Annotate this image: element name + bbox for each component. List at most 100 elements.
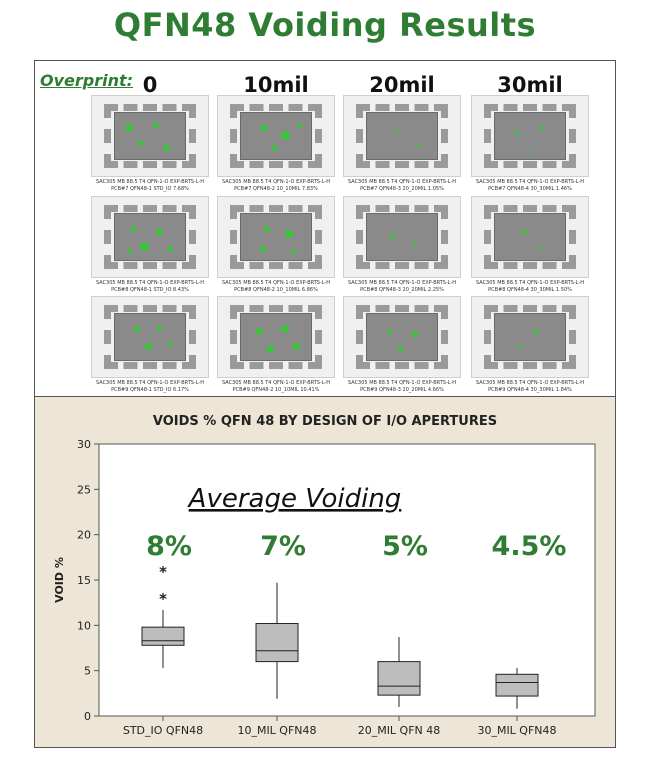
iqr-box — [377, 661, 421, 696]
xray-thumbnail — [91, 296, 209, 378]
x-tick-label: STD_IO QFN48 — [123, 724, 203, 737]
caption-line-2: PCB#7 QFN48-3 20_20MIL 1.05% — [360, 186, 444, 192]
thumbnail-caption: SAC305 MB 88.5 T4 QFN-1-O EXP-BRTS-L-H PC… — [87, 179, 213, 193]
thermal-pad — [240, 112, 312, 160]
void-blob — [263, 225, 271, 233]
y-tick-label: 30 — [77, 438, 91, 451]
void-blob — [134, 326, 141, 332]
void-blob — [271, 145, 277, 151]
iqr-box — [255, 623, 299, 663]
caption-line-2: PCB#7 QFN48-1 STD_IO 7.68% — [111, 186, 189, 192]
void-blob — [255, 327, 264, 336]
iqr-box — [141, 626, 185, 646]
void-blob — [130, 226, 137, 232]
caption-line-2: PCB#9 QFN48-3 20_20MIL 4.66% — [360, 387, 444, 393]
void-blob — [285, 230, 293, 238]
thumbnail-caption: SAC305 MB 88.5 T4 QFN-1-O EXP-BRTS-L-H PC… — [87, 380, 213, 394]
y-tick-label: 5 — [84, 665, 91, 678]
void-blob — [293, 343, 300, 350]
average-voiding-value: 5% — [382, 531, 428, 562]
xray-thumbnail — [471, 296, 589, 378]
qfn-pins — [356, 305, 448, 369]
void-blob — [390, 234, 396, 239]
thumbnail-caption: SAC305 MB 88.5 T4 QFN-1-O EXP-BRTS-L-H PC… — [339, 280, 465, 294]
qfn-pins — [104, 104, 196, 168]
average-voiding-heading: Average Voiding — [187, 484, 402, 514]
void-blob — [519, 344, 523, 349]
void-blob — [541, 126, 545, 130]
caption-line-2: PCB#9 QFN48-4 30_30MIL 1.84% — [488, 387, 572, 393]
chart-panel: VOIDS % QFN 48 BY DESIGN OF I/O APERTURE… — [34, 396, 616, 748]
thermal-pad — [240, 213, 312, 261]
x-tick-label: 30_MIL QFN48 — [477, 724, 556, 737]
y-tick-label: 25 — [77, 483, 91, 496]
caption-line-1: SAC305 MB 88.5 T4 QFN-1-O EXP-BRTS-L-H — [221, 380, 331, 386]
caption-line-1: SAC305 MB 88.5 T4 QFN-1-O EXP-BRTS-L-H — [221, 179, 331, 185]
thermal-pad — [494, 112, 566, 160]
xray-thumbnail — [471, 196, 589, 278]
caption-line-2: PCB#9 QFN48-2 10_10MIL 10.41% — [232, 387, 320, 393]
void-blob — [537, 244, 542, 249]
thumbnail-caption: SAC305 MB 88.5 T4 QFN-1-O EXP-BRTS-L-H PC… — [339, 380, 465, 394]
void-blob — [144, 343, 152, 350]
xray-thumbnail — [91, 95, 209, 177]
x-tick-label: 10_MIL QFN48 — [237, 724, 316, 737]
caption-line-1: SAC305 MB 88.5 T4 QFN-1-O EXP-BRTS-L-H — [95, 380, 205, 386]
overprint-label: Overprint: — [40, 71, 134, 90]
qfn-pins — [484, 305, 576, 369]
thermal-pad — [114, 313, 186, 361]
outlier-marker: * — [159, 590, 167, 608]
xray-thumbnail — [217, 196, 335, 278]
void-blob — [280, 131, 290, 140]
void-blob — [290, 249, 296, 254]
caption-line-1: SAC305 MB 88.5 T4 QFN-1-O EXP-BRTS-L-H — [95, 280, 205, 286]
thermal-pad — [114, 112, 186, 160]
boxplot-chart: VOIDS % QFN 48 BY DESIGN OF I/O APERTURE… — [53, 414, 596, 737]
column-header-10mil: 10mil — [243, 73, 309, 97]
y-tick-label: 0 — [84, 710, 91, 723]
thermal-pad — [366, 213, 438, 261]
caption-line-2: PCB#8 QFN48-4 30_30MIL 1.50% — [488, 287, 572, 293]
average-voiding-value: 7% — [260, 531, 306, 562]
void-blob — [281, 324, 290, 334]
thermal-pad — [240, 313, 312, 361]
void-blob — [138, 140, 144, 146]
thumbnail-caption: SAC305 MB 88.5 T4 QFN-1-O EXP-BRTS-L-H PC… — [467, 179, 593, 193]
xray-image-panel: Overprint: 0 10mil 20mil 30mil SAC305 MB… — [34, 60, 616, 396]
caption-line-1: SAC305 MB 88.5 T4 QFN-1-O EXP-BRTS-L-H — [347, 380, 457, 386]
y-axis-label: VOID % — [53, 557, 66, 603]
qfn-pins — [356, 205, 448, 269]
qfn-pins — [484, 104, 576, 168]
xray-thumbnail — [343, 95, 461, 177]
void-blob — [533, 328, 539, 335]
caption-line-1: SAC305 MB 88.5 T4 QFN-1-O EXP-BRTS-L-H — [347, 179, 457, 185]
qfn-pins — [104, 205, 196, 269]
caption-line-1: SAC305 MB 88.5 T4 QFN-1-O EXP-BRTS-L-H — [475, 179, 585, 185]
thermal-pad — [114, 213, 186, 261]
average-voiding-value: 8% — [146, 531, 192, 562]
qfn-pins — [356, 104, 448, 168]
void-blob — [140, 242, 150, 251]
column-header-20mil: 20mil — [369, 73, 435, 97]
xray-thumbnail — [217, 296, 335, 378]
void-blob — [155, 227, 164, 236]
plot-area — [98, 443, 596, 717]
xray-thumbnail — [217, 95, 335, 177]
xray-thumbnail — [343, 296, 461, 378]
caption-line-2: PCB#9 QFN48-1 STD_IO 6.17% — [111, 387, 189, 393]
page-title: QFN48 Voiding Results — [113, 6, 537, 44]
caption-line-1: SAC305 MB 88.5 T4 QFN-1-O EXP-BRTS-L-H — [95, 179, 205, 185]
caption-line-2: PCB#8 QFN48-2 10_10MIL 6.86% — [234, 287, 318, 293]
void-blob — [152, 122, 159, 129]
void-blob — [412, 331, 419, 337]
xray-thumbnail — [343, 196, 461, 278]
caption-line-2: PCB#8 QFN48-3 20_20MIL 2.25% — [360, 287, 444, 293]
column-header-0: 0 — [142, 73, 158, 97]
void-blob — [297, 123, 303, 128]
caption-line-1: SAC305 MB 88.5 T4 QFN-1-O EXP-BRTS-L-H — [475, 280, 585, 286]
void-blob — [530, 149, 534, 152]
thumbnail-caption: SAC305 MB 88.5 T4 QFN-1-O EXP-BRTS-L-H PC… — [213, 280, 339, 294]
caption-line-2: PCB#8 QFN48-1 STD_IO 8.43% — [111, 287, 189, 293]
caption-line-1: SAC305 MB 88.5 T4 QFN-1-O EXP-BRTS-L-H — [347, 280, 457, 286]
qfn-pins — [230, 205, 322, 269]
